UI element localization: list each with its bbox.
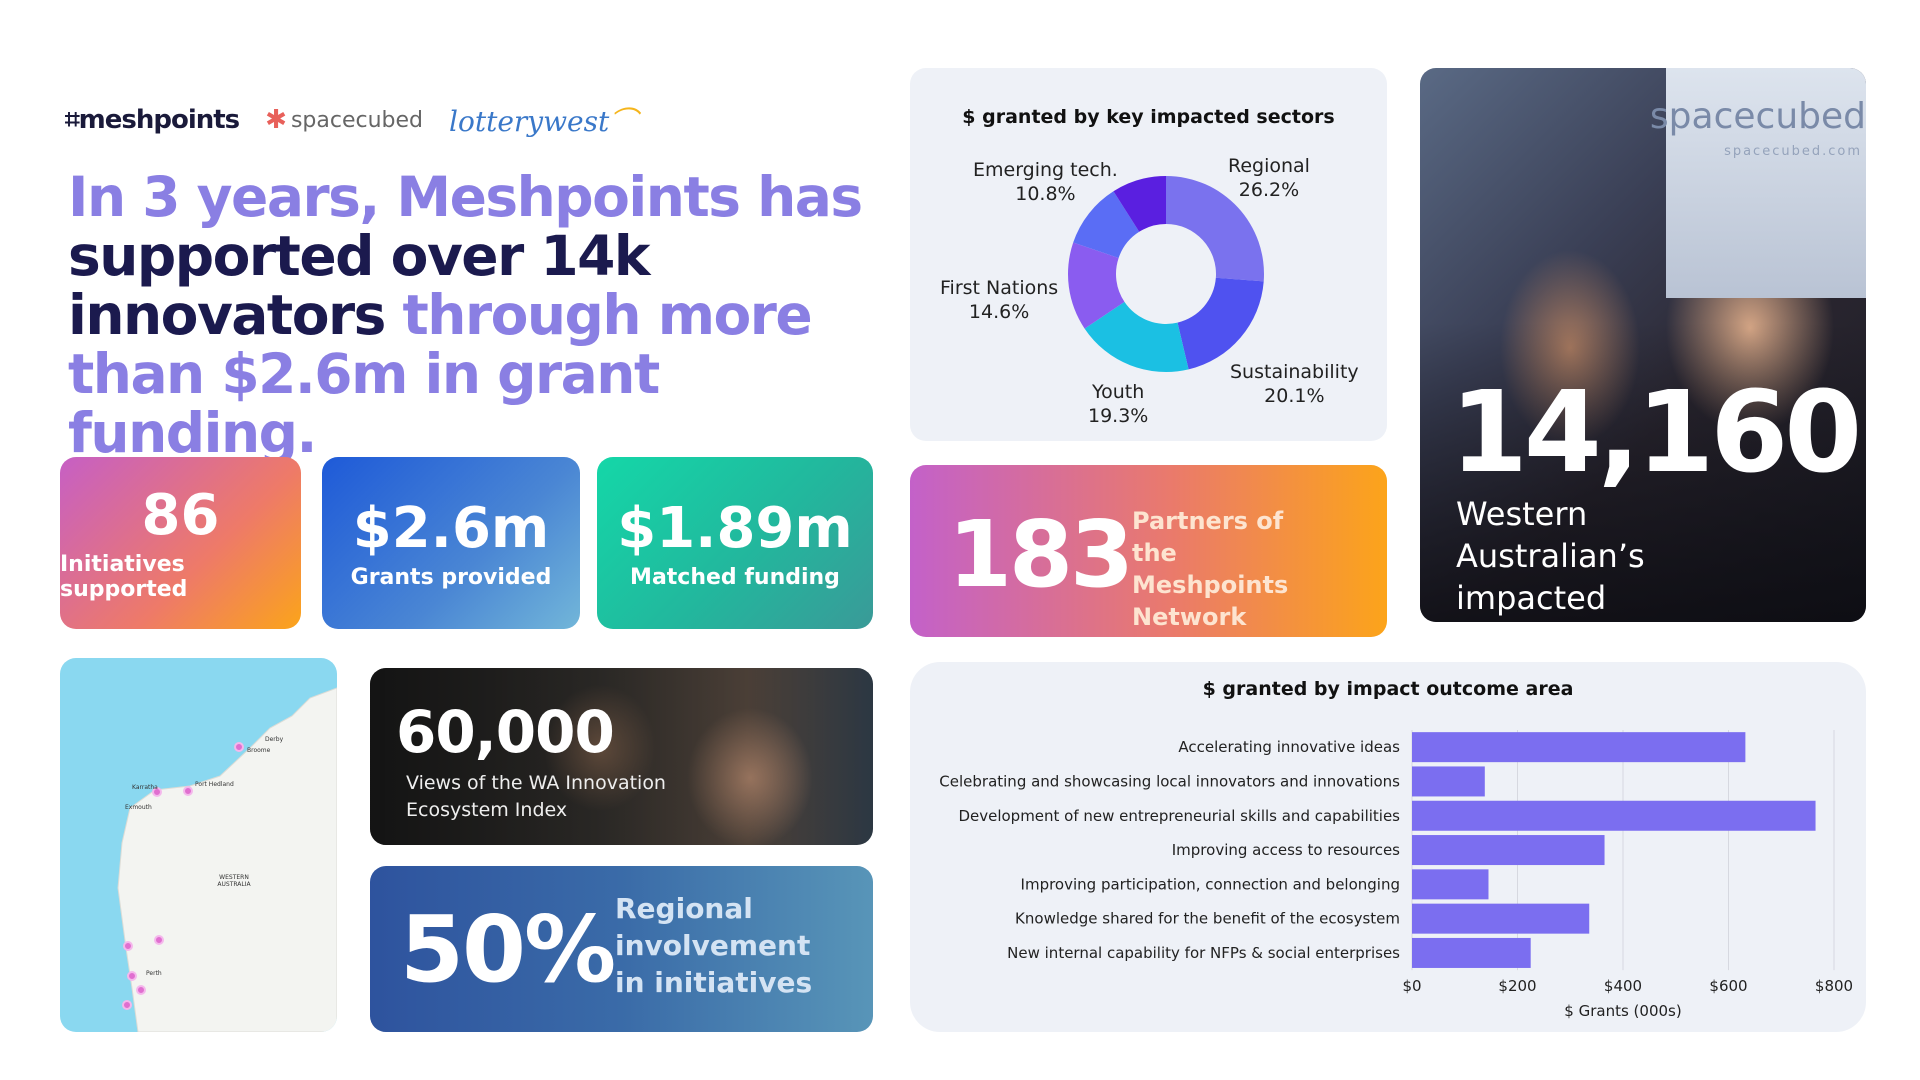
regional-label: Regional involvement in initiatives [615, 892, 813, 999]
headline-part1: In 3 years, Meshpoints has [68, 165, 863, 229]
x-axis-label: $ Grants (000s) [1564, 1002, 1681, 1020]
slice-pct: 26.2% [1238, 179, 1300, 201]
slice-label-sustainability: Sustainability 20.1% [1230, 361, 1359, 407]
slice-pct: 19.3% [1088, 405, 1149, 427]
map-pin [122, 1000, 132, 1010]
people-label: Western Australian’s impacted [1456, 495, 1645, 617]
partners-card: 183 Partners of the Meshpoints Network [910, 465, 1387, 637]
views-photo-card: 60,000 Views of the WA Innovation Ecosys… [370, 668, 873, 845]
photo-shade [1420, 322, 1866, 622]
regional-card: 50% Regional involvement in initiatives [370, 866, 873, 1032]
people-photo-card: spacecubed spacecubed.com 14,160 Western… [1420, 68, 1866, 622]
map-pin [136, 985, 146, 995]
stat-value: $1.89m [617, 495, 853, 561]
wa-map: Derby Broome Port Hedland Karratha Exmou… [60, 658, 337, 1032]
sectors-chart-card: $ granted by key impacted sectors Emergi… [910, 68, 1387, 441]
partners-value: 183 [948, 501, 1134, 608]
chart-title: $ granted by key impacted sectors [962, 106, 1335, 128]
bar [1412, 800, 1816, 831]
map-pin [234, 742, 244, 752]
slice-pct: 10.8% [1015, 183, 1076, 205]
donut-slice-other [1113, 176, 1166, 232]
x-tick-label: $400 [1604, 977, 1642, 995]
logo-row: ⌗meshpoints ✱ spacecubed lotterywest⌒ [65, 100, 637, 140]
bar [1412, 869, 1489, 900]
headline-part3: through more than $2.6m in grant funding… [68, 283, 813, 465]
x-tick-label: $0 [1402, 977, 1421, 995]
stat-card-grants: $2.6m Grants provided [322, 457, 580, 629]
x-tick-label: $800 [1815, 977, 1853, 995]
donut-slice-regional [1166, 176, 1264, 282]
map-town: Karratha [132, 784, 158, 791]
category-label: Accelerating innovative ideas [1178, 738, 1400, 756]
headline-part2: supported over 14k innovators [68, 224, 650, 347]
map-pin [183, 786, 193, 796]
slice-label-firstnations: First Nations 14.6% [940, 277, 1059, 323]
map-pin [152, 787, 162, 797]
slice-label-emerging: Emerging tech. 10.8% [973, 159, 1118, 205]
slice-label-youth: Youth 19.3% [1088, 381, 1149, 427]
x-tick-label: $600 [1709, 977, 1747, 995]
stat-value: 86 [141, 483, 220, 548]
headline: In 3 years, Meshpoints has supported ove… [68, 168, 868, 463]
views-label: Views of the WA Innovation Ecosystem Ind… [406, 772, 666, 821]
slice-pct: 14.6% [968, 301, 1030, 323]
bar [1412, 835, 1605, 866]
donut-slice-sustainability [1177, 277, 1264, 370]
donut-chart [1068, 176, 1264, 372]
meshpoints-logo: ⌗meshpoints [65, 104, 240, 135]
map-pin [127, 971, 137, 981]
regional-value: 50% [400, 896, 616, 1003]
map-region-label: WESTERN AUSTRALIA [217, 874, 251, 888]
category-label: Improving participation, connection and … [1021, 875, 1400, 893]
bar [1412, 903, 1590, 934]
map-land [117, 687, 337, 1032]
donut-slice-first-nations [1068, 242, 1125, 329]
category-label: Celebrating and showcasing local innovat… [939, 772, 1400, 790]
slice-label-regional: Regional 26.2% [1228, 155, 1310, 201]
map-town: Broome [247, 747, 271, 754]
bar [1412, 937, 1531, 968]
stat-label: Grants provided [350, 564, 552, 590]
photo-background-wall [1666, 68, 1866, 298]
bar-chart: $0 $200 $400 $600 $800 Accelerating innovativ… [939, 730, 1853, 1020]
donut-slice-emerging-tech- [1073, 191, 1140, 258]
outcome-chart-card: $ granted by impact outcome area $0 $200 $… [910, 662, 1866, 1032]
stat-label: Matched funding [630, 564, 840, 590]
stat-label: Initiatives supported [60, 552, 188, 602]
lotterywest-logo: lotterywest⌒ [449, 105, 638, 138]
photo-sign: spacecubed [1649, 96, 1866, 137]
map-town: Exmouth [125, 804, 152, 811]
partners-label: Partners of the Meshpoints Network [1132, 507, 1289, 631]
stat-card-matched: $1.89m Matched funding [597, 457, 873, 629]
x-tick-label: $200 [1498, 977, 1536, 995]
map-town: Derby [265, 736, 284, 743]
people-value: 14,160 [1450, 368, 1862, 498]
donut-slice-youth [1084, 301, 1189, 372]
category-label: Knowledge shared for the benefit of the … [1015, 910, 1400, 928]
bar [1412, 732, 1746, 763]
category-label: Development of new entrepreneurial skill… [958, 807, 1400, 825]
stat-card-initiatives: 86 Initiatives supported [60, 457, 301, 629]
slice-pct: 20.1% [1264, 385, 1325, 407]
views-value: 60,000 [396, 698, 615, 766]
map-pin [154, 935, 164, 945]
map-town: Port Hedland [195, 781, 234, 788]
chart-title: $ granted by impact outcome area [1202, 678, 1574, 700]
stat-value: $2.6m [352, 495, 550, 561]
category-label: New internal capability for NFPs & socia… [1007, 944, 1400, 962]
bar [1412, 766, 1485, 797]
photo-shade [370, 668, 873, 845]
spacecubed-logo: ✱ spacecubed [265, 105, 423, 135]
photo-sign-url: spacecubed.com [1724, 144, 1862, 159]
map-pin [123, 941, 133, 951]
map-town: Perth [146, 970, 162, 977]
category-label: Improving access to resources [1172, 841, 1400, 859]
